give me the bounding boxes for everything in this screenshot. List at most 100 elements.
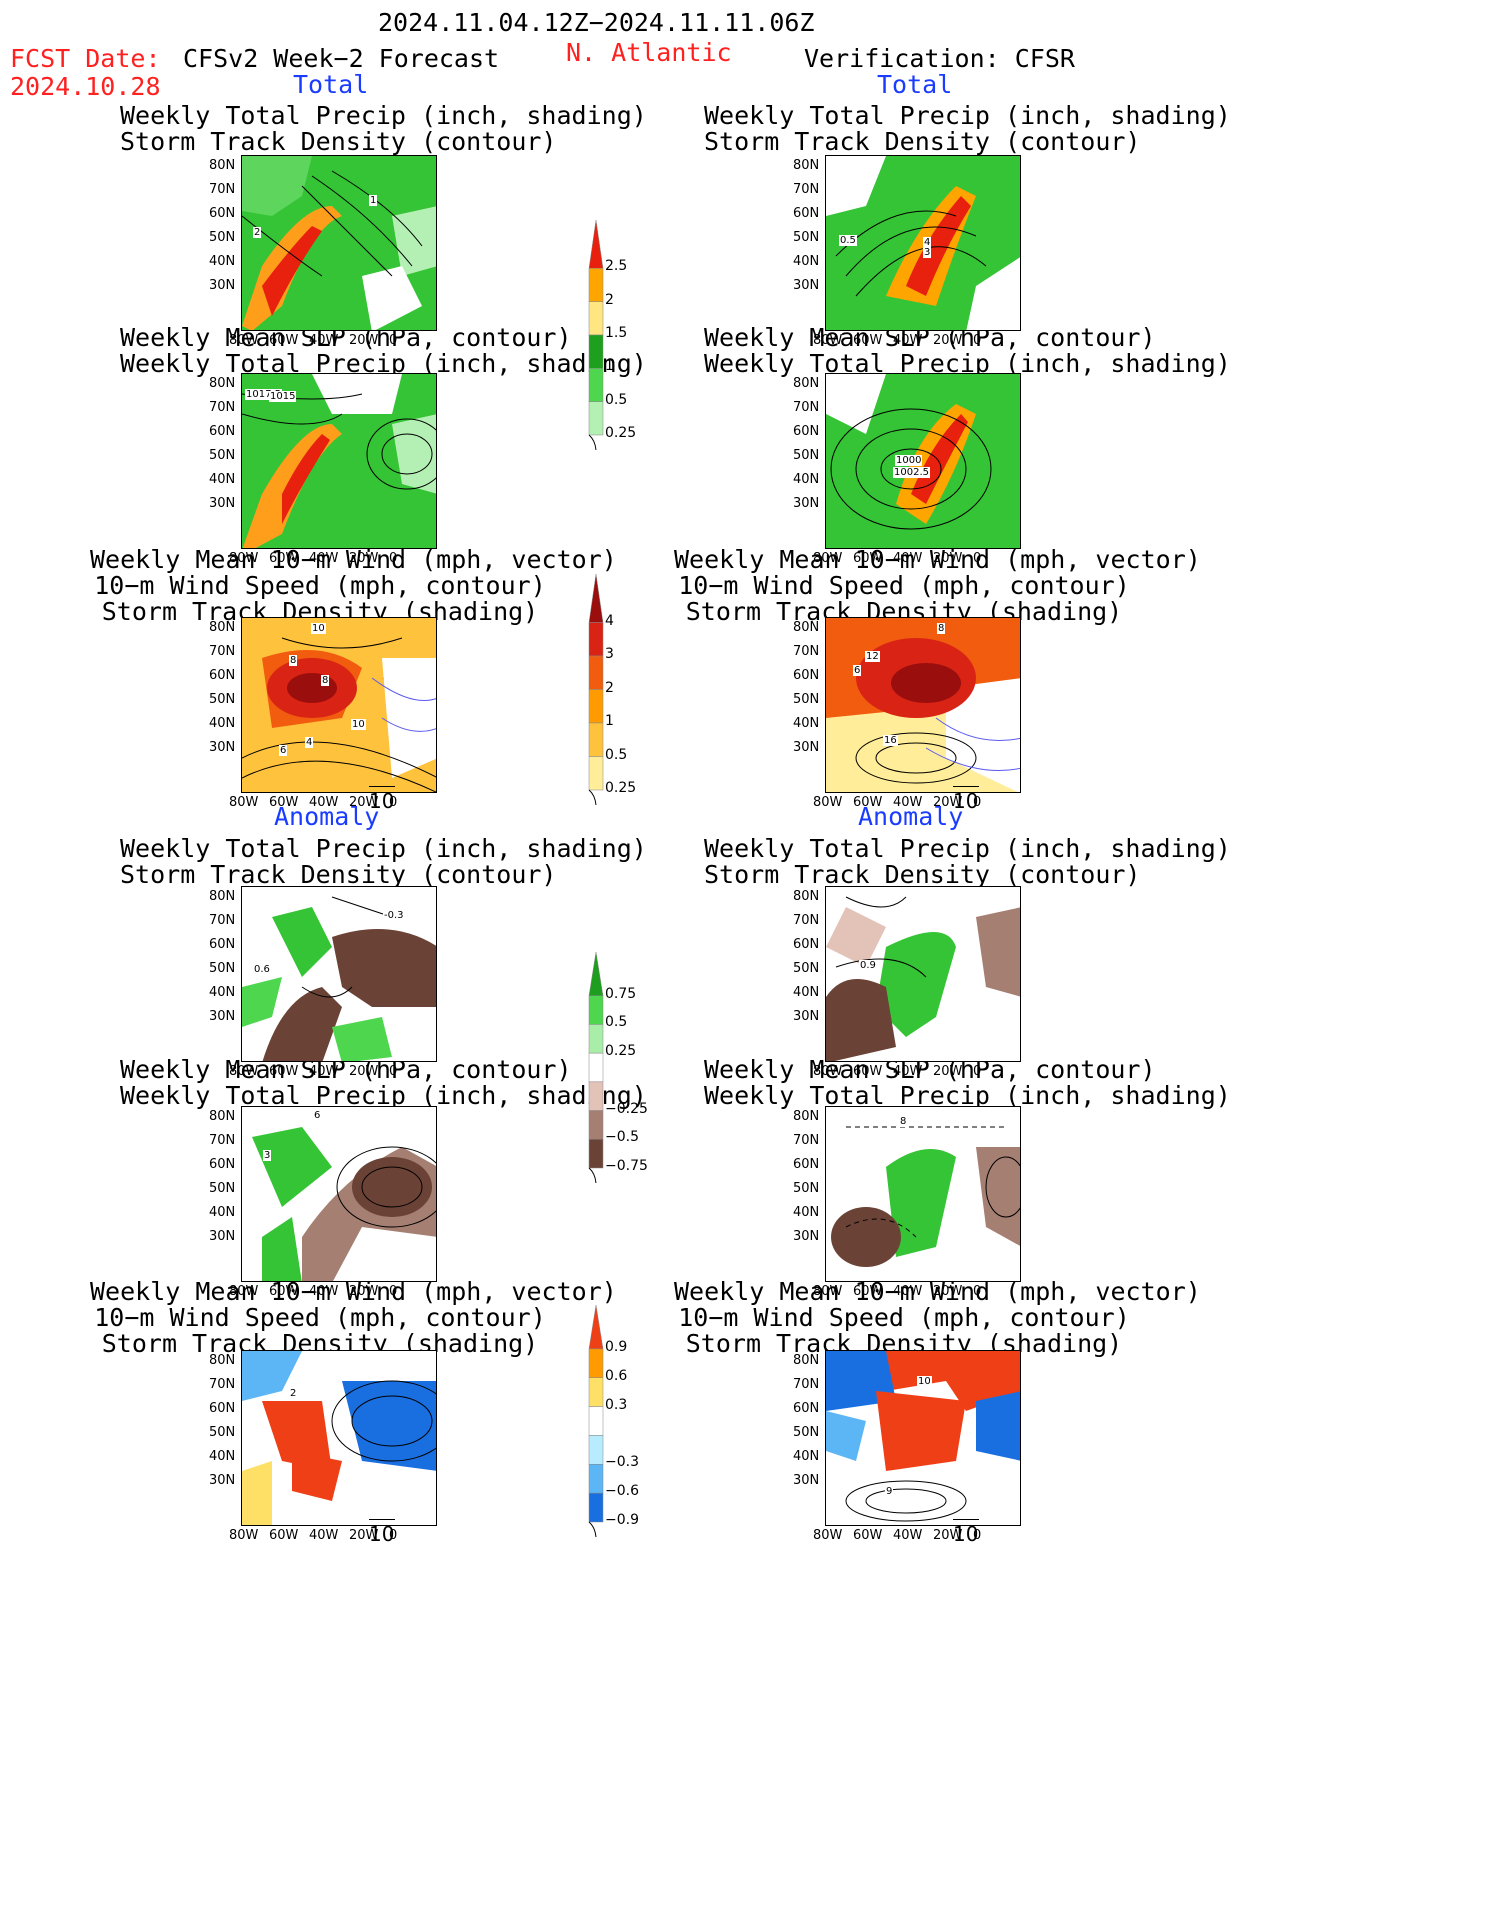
title-ra-wind-track: Weekly Mean 10−m Wind (mph, vector) 10−m …: [674, 1277, 1201, 1358]
lon-tick-label: 60W: [853, 1284, 883, 1299]
lon-tick-label: 0: [973, 333, 982, 348]
contour-label: 8: [289, 655, 298, 666]
contour-label: 1017.5: [245, 389, 282, 400]
title-la-precip-track: Weekly Total Precip (inch, shading) Storm…: [120, 834, 647, 889]
left-anomaly-label: Anomaly: [274, 802, 380, 831]
lat-tick-label: 70N: [793, 1377, 820, 1392]
lat-tick-label: 40N: [793, 1449, 820, 1464]
lat-tick-label: 60N: [793, 668, 820, 683]
contour-label: 6: [313, 1110, 322, 1121]
map-l-precip-track: [241, 155, 437, 331]
title-ra-slp-precip: Weekly Mean SLP (hPa, contour) Weekly Tot…: [704, 1055, 1231, 1110]
contour-label: 1: [369, 195, 378, 206]
colorbar-swatch: [588, 952, 604, 996]
contour-label: 3: [263, 1150, 272, 1161]
lat-tick-label: 60N: [209, 668, 236, 683]
colorbar-label: −0.5: [605, 1129, 639, 1146]
lon-tick-label: 40W: [309, 1528, 339, 1543]
contour-label: 12: [865, 651, 880, 662]
colorbar-label: 0.25: [605, 1043, 637, 1060]
lat-tick-label: 50N: [209, 448, 236, 463]
lat-tick-label: 50N: [209, 961, 236, 976]
colorbar-tail: [588, 434, 597, 450]
colorbar-label: −0.25: [605, 1100, 648, 1117]
lat-tick-label: 50N: [209, 692, 236, 707]
contour-label: 0.6: [253, 964, 271, 975]
lat-tick-label: 30N: [793, 496, 820, 511]
lon-tick-label: 0: [389, 333, 398, 348]
colorbar-swatch: [588, 1464, 604, 1494]
contour-label: 2: [253, 227, 262, 238]
lon-tick-label: 60W: [853, 795, 883, 810]
colorbar-label: −0.6: [605, 1483, 639, 1500]
lon-tick-label: 60W: [269, 1284, 299, 1299]
map-ra-wind-track: [825, 1350, 1021, 1526]
fcst-date-label: FCST Date:: [10, 44, 161, 73]
lon-tick-label: 0: [973, 551, 982, 566]
lat-tick-label: 40N: [209, 1449, 236, 1464]
colorbar-label: 0.5: [605, 746, 628, 763]
lon-tick-label: 40W: [309, 795, 339, 810]
contour-label: 2: [289, 1388, 298, 1399]
lat-tick-label: 60N: [209, 1401, 236, 1416]
title-r-wind-track: Weekly Mean 10−m Wind (mph, vector) 10−m …: [674, 545, 1201, 626]
lat-tick-label: 50N: [209, 1181, 236, 1196]
contour-label: 6: [853, 665, 862, 676]
lat-tick-label: 60N: [209, 424, 236, 439]
title-l-precip-track: Weekly Total Precip (inch, shading) Storm…: [120, 101, 647, 156]
lat-tick-label: 60N: [793, 937, 820, 952]
lat-tick-label: 40N: [793, 472, 820, 487]
lat-tick-label: 70N: [209, 1377, 236, 1392]
colorbar-swatch: [588, 622, 604, 657]
colorbar-swatch: [588, 1052, 604, 1083]
colorbar-label: 1.5: [605, 325, 628, 341]
lat-tick-label: 50N: [793, 961, 820, 976]
lon-tick-label: 80W: [813, 1528, 843, 1543]
colorbar-precip_anom: [588, 952, 604, 1183]
contour-label: 4: [305, 737, 314, 748]
date-range-title: 2024.11.04.12Z−2024.11.11.06Z: [378, 8, 815, 37]
lon-tick-label: 80W: [813, 551, 843, 566]
lat-tick-label: 50N: [793, 448, 820, 463]
right-total-label: Total: [877, 70, 953, 99]
lon-tick-label: 60W: [853, 1528, 883, 1543]
lat-tick-label: 30N: [793, 1229, 820, 1244]
contour-label: 0.5: [839, 235, 857, 246]
colorbar-swatch: [588, 1110, 604, 1140]
colorbar-label: 3: [605, 646, 614, 662]
lon-tick-label: 40W: [893, 333, 923, 348]
lon-tick-label: 40W: [893, 1284, 923, 1299]
lat-tick-label: 40N: [793, 1205, 820, 1220]
lon-tick-label: 20W: [933, 1284, 963, 1299]
lon-tick-label: 60W: [853, 333, 883, 348]
lon-tick-label: 20W: [933, 333, 963, 348]
lat-tick-label: 80N: [793, 889, 820, 904]
lat-tick-label: 80N: [209, 889, 236, 904]
lon-tick-label: 20W: [349, 1528, 379, 1543]
lon-tick-label: 20W: [349, 795, 379, 810]
colorbar-swatch: [588, 268, 604, 302]
colorbar-label: 1: [605, 713, 614, 729]
lon-tick-label: 40W: [309, 1064, 339, 1079]
lat-tick-label: 60N: [209, 1157, 236, 1172]
vector-ref-r1: 10: [953, 780, 979, 813]
colorbar-label: 0.5: [605, 1014, 628, 1031]
colorbar-tail: [588, 789, 597, 805]
colorbar-label: 2.5: [605, 258, 628, 275]
lat-tick-label: 80N: [793, 158, 820, 173]
lat-tick-label: 70N: [793, 400, 820, 415]
colorbar-tail: [588, 1167, 597, 1183]
colorbar-swatch: [588, 1024, 604, 1054]
colorbar-label: 0.25: [605, 425, 637, 441]
contour-label: 10: [351, 719, 366, 730]
lat-tick-label: 70N: [209, 913, 236, 928]
contour-label: 1015: [269, 391, 297, 402]
lat-tick-label: 50N: [209, 1425, 236, 1440]
lat-tick-label: 80N: [209, 1109, 236, 1124]
contour-label: 3: [923, 247, 932, 258]
map-r-slp-precip: [825, 373, 1021, 549]
colorbar-label: 0.9: [605, 1338, 628, 1355]
colorbar-label: 0.3: [605, 1396, 628, 1413]
lon-tick-label: 20W: [933, 795, 963, 810]
contour-label: 8: [899, 1116, 908, 1127]
